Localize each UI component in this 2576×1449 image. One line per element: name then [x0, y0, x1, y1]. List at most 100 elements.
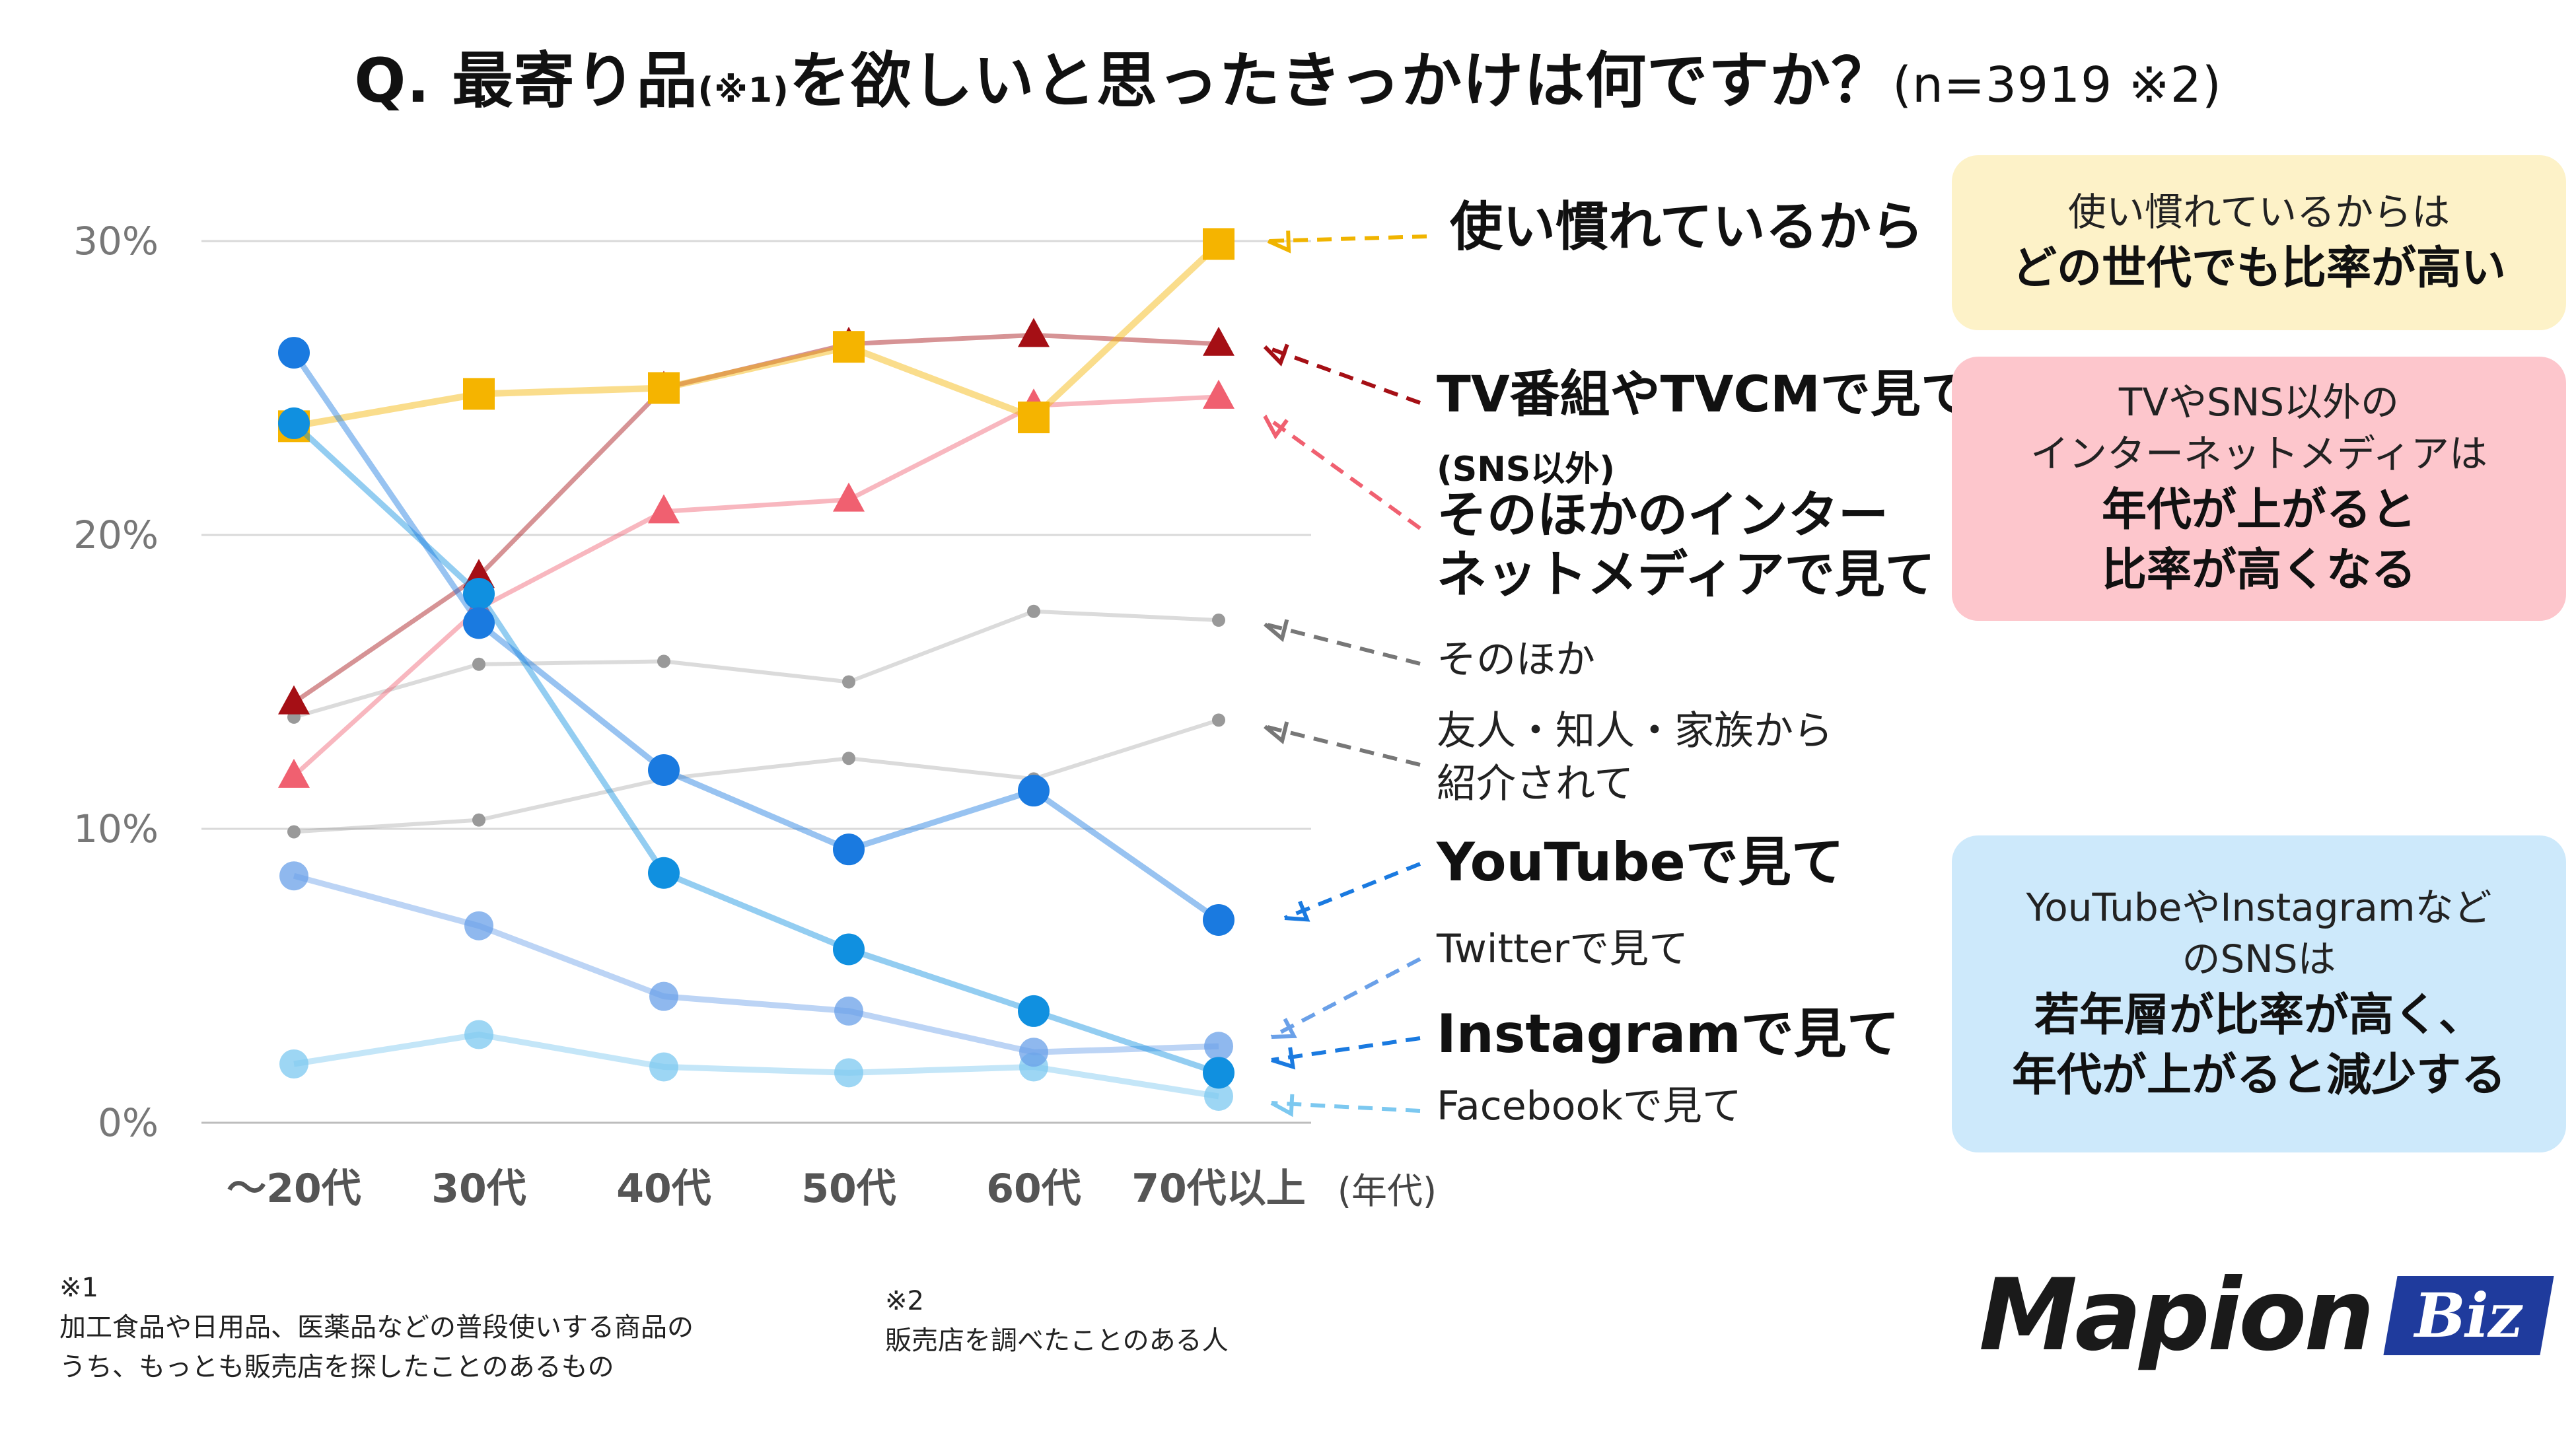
footnote-2-mark: ※2	[885, 1286, 924, 1316]
data-point	[472, 657, 485, 671]
x-tick-label: 70代以上	[1131, 1166, 1306, 1212]
data-point	[464, 1020, 493, 1049]
leader-line	[1264, 414, 1421, 530]
label-net-line1: そのほかのインター	[1437, 485, 1888, 544]
x-tick-label: 60代	[986, 1166, 1081, 1212]
y-tick-label: 30%	[73, 219, 159, 264]
leader-arrowhead	[1267, 230, 1291, 254]
label-yujin-line2: 紹介されて	[1437, 761, 1634, 807]
data-point	[834, 996, 863, 1026]
leader-arrowhead	[1271, 1047, 1296, 1070]
data-point	[649, 981, 678, 1011]
leader-arrowhead	[1284, 900, 1310, 922]
footnote-1-line2: うち、もっとも販売店を探したことのあるもの	[59, 1352, 614, 1382]
logo-sub: Biz	[2383, 1276, 2554, 1355]
data-point	[833, 331, 865, 363]
series-2	[278, 379, 1234, 788]
leader-arrowhead	[1263, 343, 1289, 367]
data-point	[1018, 402, 1050, 433]
data-point	[1203, 1057, 1234, 1089]
data-point	[1203, 379, 1234, 409]
series-6	[279, 861, 1233, 1067]
chart-title: Q. 最寄り品(※1)を欲しいと思ったきっかけは何ですか？(n=3919 ※2)	[0, 32, 2576, 120]
y-tick-label: 20%	[73, 512, 159, 557]
data-point	[1018, 995, 1050, 1027]
callout-blue-line4: 年代が上がると減少する	[2011, 1049, 2506, 1102]
mapion-biz-logo: Mapion Biz	[1979, 1258, 2554, 1373]
leader-line	[1271, 1101, 1421, 1113]
data-point	[834, 1058, 863, 1088]
callout-pink-line1: TVやSNS以外の	[2118, 379, 2400, 425]
data-point	[464, 911, 493, 940]
callout-pink-line2: インターネットメディアは	[2030, 431, 2487, 477]
data-point	[1212, 614, 1225, 627]
footnote-2: ※2 販売店を調べたことのある人	[885, 1281, 1229, 1361]
callout-yellow-line2: どの世代でも比率が高い	[2011, 242, 2506, 295]
series-line	[293, 241, 1221, 430]
title-sample-size: (n=3919 ※2)	[1892, 57, 2222, 114]
label-tsukai: 使い慣れているから	[1450, 196, 1924, 258]
callout-yellow-line1: 使い慣れているからは	[2067, 190, 2451, 235]
series-line	[293, 332, 1219, 705]
series-line	[291, 421, 1220, 1076]
data-point	[1203, 903, 1234, 936]
data-point	[842, 675, 855, 689]
leader-arrowhead	[1264, 619, 1289, 643]
data-point	[648, 857, 680, 889]
data-point	[842, 752, 855, 765]
footnote-1-mark: ※1	[59, 1273, 98, 1303]
x-tick-label: 50代	[801, 1166, 896, 1212]
label-twitter: Twitterで見て	[1437, 926, 1689, 972]
series-line	[293, 609, 1219, 719]
leader-arrowhead	[1263, 415, 1289, 440]
data-point	[463, 607, 495, 639]
data-point	[278, 337, 310, 369]
series-8	[279, 1020, 1233, 1111]
label-youtube: YouTubeで見て	[1437, 831, 1844, 893]
leader-line	[1271, 1036, 1421, 1062]
y-tick-label: 0%	[98, 1100, 159, 1145]
leader-line	[1283, 862, 1421, 920]
callout-blue-line3: 若年層が比率が高く、	[2034, 989, 2484, 1042]
data-point	[648, 372, 680, 404]
title-prefix: Q.	[354, 46, 431, 116]
data-point	[278, 407, 310, 439]
leader-arrowhead	[1271, 1018, 1297, 1039]
x-tick-label: 40代	[616, 1166, 711, 1212]
leader-line	[1264, 622, 1421, 666]
data-point	[648, 494, 680, 524]
footnote-1-line1: 加工食品や日用品、医薬品などの普段使いする商品の	[59, 1312, 694, 1343]
data-point	[833, 833, 865, 866]
x-tick-label: ～20代	[227, 1166, 361, 1212]
data-point	[463, 378, 495, 410]
data-point	[1018, 775, 1050, 807]
leader-line	[1264, 725, 1421, 767]
callout-pink: TVやSNS以外の インターネットメディアは 年代が上がると 比率が高くなる	[1952, 357, 2566, 621]
label-tv-line2: (SNS以外)	[1437, 450, 1615, 489]
callout-blue-line1: YouTubeやInstagramなど	[2026, 884, 2492, 930]
series-4	[287, 713, 1225, 839]
x-axis-label: (年代)	[1338, 1170, 1437, 1212]
title-text-b: を欲しいと思ったきっかけは何ですか？	[789, 46, 1893, 116]
series-3	[287, 604, 1225, 724]
data-point	[1018, 318, 1050, 347]
label-sonota: そのほか	[1437, 637, 1595, 683]
series-5	[278, 337, 1234, 936]
label-facebook: Facebookで見て	[1437, 1083, 1742, 1129]
callout-pink-line4: 比率が高くなる	[2101, 544, 2416, 597]
leader-line	[1268, 234, 1427, 243]
series-7	[278, 407, 1234, 1089]
footnote-2-line1: 販売店を調べたことのある人	[885, 1325, 1229, 1356]
callout-pink-line3: 年代が上がると	[2101, 483, 2416, 536]
label-instagram: Instagramで見て	[1437, 1003, 1900, 1065]
callout-blue-line2: のSNSは	[2182, 937, 2336, 982]
data-point	[833, 933, 865, 966]
leader-line	[1270, 957, 1421, 1039]
data-point	[472, 813, 485, 827]
label-net-line2: ネットメディアで見て	[1437, 545, 1935, 604]
data-point	[279, 1049, 308, 1078]
data-point	[1204, 1081, 1233, 1111]
data-point	[278, 685, 310, 715]
series-0	[278, 228, 1234, 442]
leader-line	[1264, 345, 1421, 405]
